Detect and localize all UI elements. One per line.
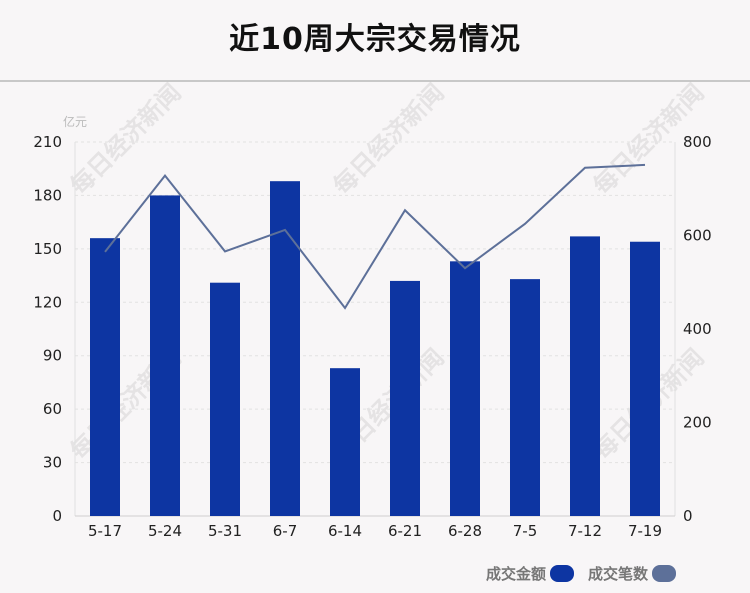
x-tick-label: 7-5	[513, 522, 538, 540]
legend: 成交金额 成交笔数	[486, 563, 690, 584]
y-right-tick-label: 0	[683, 507, 693, 525]
bar	[570, 236, 600, 516]
y-right-tick-label: 600	[683, 227, 712, 245]
x-tick-label: 6-28	[448, 522, 482, 540]
x-tick-label: 5-17	[88, 522, 122, 540]
legend-swatch-amount	[550, 565, 575, 582]
bar	[390, 280, 420, 516]
title-divider	[0, 80, 750, 82]
y-left-tick-label: 210	[33, 133, 62, 151]
x-tick-label: 6-21	[388, 522, 422, 540]
legend-swatch-count	[652, 565, 677, 582]
bar	[150, 195, 180, 516]
y-left-tick-label: 0	[52, 507, 62, 525]
y-left-tick-label: 90	[43, 347, 62, 365]
bar	[510, 279, 540, 516]
y-right-tick-label: 400	[683, 320, 712, 338]
y-left-tick-label: 120	[33, 293, 62, 311]
bar	[330, 368, 360, 516]
y-left-tick-label: 150	[33, 240, 62, 258]
chart-title: 近10周大宗交易情况	[229, 22, 521, 57]
bar	[630, 241, 660, 516]
y-left-tick-label: 180	[33, 186, 62, 204]
x-tick-label: 6-14	[328, 522, 362, 540]
legend-item-count: 成交笔数	[588, 563, 677, 584]
legend-label-amount: 成交金额	[486, 565, 547, 583]
legend-item-amount: 成交金额	[486, 563, 575, 584]
x-tick-label: 6-7	[273, 522, 298, 540]
y-left-tick-label: 60	[43, 400, 62, 418]
left-axis-unit: 亿元	[63, 115, 88, 129]
x-tick-label: 7-12	[568, 522, 602, 540]
bar	[90, 238, 120, 516]
y-left-tick-label: 30	[43, 454, 62, 472]
bar	[270, 181, 300, 516]
bar	[450, 261, 480, 516]
x-tick-label: 5-24	[148, 522, 182, 540]
x-tick-label: 5-31	[208, 522, 242, 540]
x-tick-label: 7-19	[628, 522, 662, 540]
legend-label-count: 成交笔数	[588, 565, 649, 583]
series-line-count	[104, 163, 646, 310]
y-right-tick-label: 800	[683, 133, 712, 151]
bar	[210, 282, 240, 516]
y-right-tick-label: 200	[683, 414, 712, 432]
